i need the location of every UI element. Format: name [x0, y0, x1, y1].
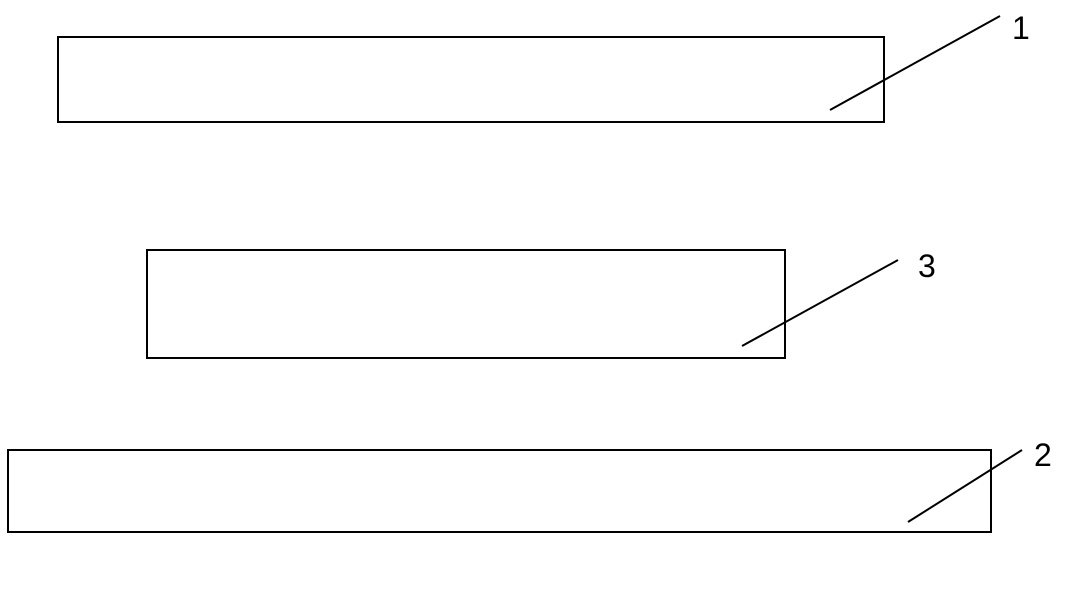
label2-leader: [0, 0, 1069, 591]
